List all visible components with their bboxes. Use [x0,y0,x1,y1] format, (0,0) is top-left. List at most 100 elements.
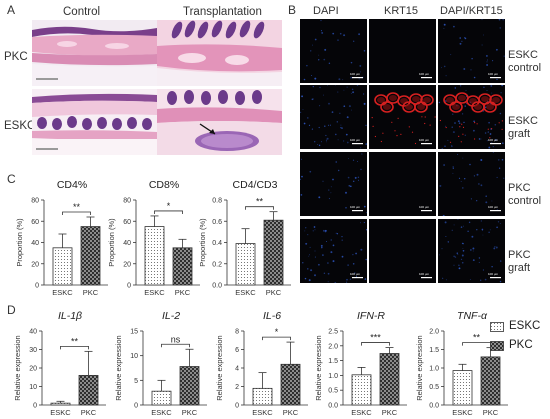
chart-il-6-xtick-label-eskc: ESKC [252,408,273,417]
fluor-image-pkc-graft-merge: 100 μm [438,219,505,283]
chart-cd4-sig-label: ** [73,202,81,212]
chart-il-2-ytick-label: 0 [134,403,138,410]
chart-il-2-xtick-label-eskc: ESKC [151,408,172,417]
chart-cd8-sig-label: * [167,201,171,211]
chart-ifn-r-ytick-label: 0.5 [328,388,338,395]
legend: ESKC PKC [490,320,548,360]
chart-tnf-bar-eskc [452,370,473,406]
chart-cd4-xtick-label-eskc: ESKC [52,288,73,297]
panel-a-col-transplantation: Transplantation [183,6,262,18]
scale-bar [352,77,363,79]
chart-il-1-sig-bracket [60,345,89,350]
scale-bar-label: 100 μm [488,138,499,142]
chart-il-6-bar-pkc [280,363,301,406]
chart-ifn-r-sig-label: *** [370,333,381,343]
chart-tnf-ylabel: Relative expression [415,335,424,400]
panel-a-row-pkc: PKC [4,51,28,63]
chart-cd4-cd3-ytick-label: 0.6 [212,219,222,226]
chart-cd4-cd3-ytick-label: 0.4 [212,240,222,247]
panel-b-row-2-label: ESKC graft [508,115,538,140]
chart-il-6-ytick-label: 8 [235,329,239,336]
chart-tnf-xtick-label-pkc: PKC [483,408,499,417]
chart-il-6-ytick-label: 6 [235,347,239,354]
chart-cd4-title: CD4% [57,179,87,191]
chart-il-1-bar-eskc [50,402,71,406]
fluor-image-eskc-control-krt15: 100 μm [369,19,436,83]
chart-il-2-sig-bracket [161,343,190,348]
chart-cd4-cd3-sig-bracket [245,206,274,210]
legend-label-pkc: PKC [509,339,533,351]
panel-c-letter: C [7,172,16,186]
chart-cd4-cd3-ytick-label: 0.0 [212,283,222,290]
panel-b-col-merge: DAPI/KRT15 [440,5,503,17]
chart-il-2-xtick-label-pkc: PKC [182,408,198,417]
chart-il-6-ytick-label: 4 [235,366,239,373]
chart-il-1-sig-label: ** [71,336,79,346]
chart-cd4-bar-pkc [80,226,101,286]
scale-bar-label: 100 μm [419,205,430,209]
chart-ifn-r-xtick-label-eskc: ESKC [351,408,372,417]
scale-bar-label: 100 μm [350,272,361,276]
chart-il-2-ytick-label: 15 [130,329,138,336]
scale-bar-label: 100 μm [419,72,430,76]
fluor-image-eskc-control-merge: 100 μm [438,19,505,83]
scale-bar [490,143,501,145]
scale-bar [421,210,432,212]
he-image-eskc-control [32,89,157,155]
chart-ifn-r-sig-bracket [361,342,390,346]
scale-bar-label: 100 μm [419,272,430,276]
scale-bar [490,210,501,212]
chart-il-1-xtick-label-pkc: PKC [81,408,97,417]
scale-bar-label: 100 μm [488,272,499,276]
chart-cd8-xtick-label-pkc: PKC [175,288,191,297]
chart-cd8-sig-bracket [154,210,183,214]
chart-ifn-r-ytick-label: 0.0 [328,403,338,410]
chart-ifn-r-xtick-label-pkc: PKC [382,408,398,417]
panel-b-letter: B [288,3,297,17]
scale-bar [352,210,363,212]
chart-cd4-cd3-ylabel: Proportion (%) [198,218,207,267]
fluor-image-eskc-graft-dapi: 100 μm [300,85,367,149]
chart-il-1-xtick-label-eskc: ESKC [50,408,71,417]
panel-b-row-1-label: ESKC control [508,49,542,74]
chart-cd8-bar-eskc [144,226,165,286]
fluor-image-pkc-control-krt15: 100 μm [369,152,436,216]
chart-cd8-ytick-label: 20 [123,261,131,268]
chart-ifn-r-bar-eskc [351,374,372,406]
he-image-eskc-transplantation [157,89,282,155]
panel-b-row-3-label: PKC control [508,182,542,207]
chart-cd4-cd3-ytick-label: 0.2 [212,261,222,268]
chart-il-6-ytick-label: 0 [235,403,239,410]
chart-il-2-title: IL-2 [162,310,180,322]
panel-a-row-eskc: ESKC [4,120,36,132]
panel-d-letter: D [7,303,16,317]
chart-il-1-bar-pkc [78,374,99,406]
chart-tnf-sig-label: ** [473,333,481,343]
chart-ifn-r-ytick-label: 2.5 [328,329,338,336]
chart-cd8-ytick-label: 60 [123,219,131,226]
chart-cd4-ytick-label: 0 [35,283,39,290]
fluor-image-pkc-graft-krt15: 100 μm [369,219,436,283]
chart-ifn-r-ylabel: Relative expression [314,335,323,400]
scale-bar-label: 100 μm [488,205,499,209]
chart-il-6-sig-label: * [275,327,279,337]
scale-bar-label: 100 μm [350,72,361,76]
chart-il-2-ytick-label: 10 [130,353,138,360]
chart-tnf-ytick-label: 1.5 [429,347,439,354]
chart-ifn-r-bar-pkc [379,353,400,406]
chart-cd4-ytick-label: 60 [31,219,39,226]
chart-cd4-cd3-xtick-label-pkc: PKC [266,288,282,297]
fluor-image-eskc-graft-merge: 100 μm [438,85,505,149]
chart-cd4-cd3-ytick-label: 0.8 [212,198,222,205]
chart-ifn-r-title: IFN-R [357,310,385,322]
scale-bar [421,277,432,279]
panel-b-col-dapi: DAPI [313,5,339,17]
scale-bar-label: 100 μm [419,138,430,142]
scale-bar [490,277,501,279]
scale-bar [352,143,363,145]
chart-cd8-ytick-label: 40 [123,240,131,247]
chart-tnf-ytick-label: 1.0 [429,366,439,373]
fluor-image-pkc-graft-dapi: 100 μm [300,219,367,283]
chart-il-6-title: IL-6 [263,310,281,322]
chart-il-1-ytick-label: 20 [29,366,37,373]
